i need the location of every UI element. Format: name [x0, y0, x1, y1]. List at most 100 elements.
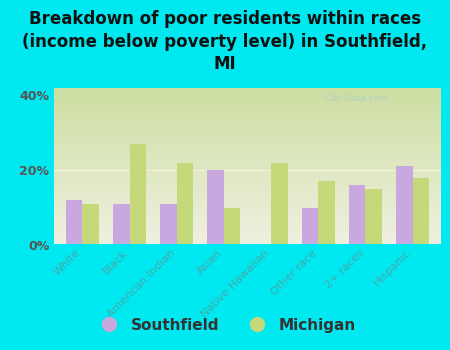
Bar — [54, 145, 441, 146]
Bar — [54, 102, 441, 103]
Bar — [54, 107, 441, 108]
Bar — [224, 208, 240, 245]
Bar — [54, 159, 441, 160]
Bar — [54, 233, 441, 234]
Bar — [54, 124, 441, 125]
Bar — [54, 201, 441, 202]
Bar — [54, 154, 441, 155]
Bar — [54, 114, 441, 115]
Bar — [54, 242, 441, 243]
Bar — [54, 231, 441, 232]
Bar — [54, 94, 441, 95]
Bar — [54, 99, 441, 100]
Bar — [54, 149, 441, 150]
Bar — [54, 193, 441, 194]
Bar — [54, 224, 441, 225]
Bar — [54, 171, 441, 172]
Bar — [318, 181, 335, 245]
Bar — [54, 211, 441, 212]
Bar — [54, 109, 441, 110]
Bar — [54, 228, 441, 229]
Bar — [54, 163, 441, 164]
Bar — [54, 151, 441, 152]
Bar — [54, 115, 441, 116]
Bar — [54, 91, 441, 92]
Bar — [54, 96, 441, 97]
Text: Breakdown of poor residents within races
(income below poverty level) in Southfi: Breakdown of poor residents within races… — [22, 10, 427, 73]
Bar — [66, 200, 82, 245]
Bar — [54, 176, 441, 177]
Bar — [54, 183, 441, 184]
Bar — [54, 200, 441, 201]
Bar — [54, 136, 441, 137]
Bar — [54, 243, 441, 244]
Bar — [54, 237, 441, 238]
Bar — [54, 140, 441, 141]
Bar — [54, 120, 441, 121]
Bar — [54, 111, 441, 112]
Bar — [54, 123, 441, 124]
Bar — [54, 196, 441, 197]
Bar — [54, 126, 441, 127]
Bar — [54, 100, 441, 101]
Bar — [54, 220, 441, 222]
Bar — [54, 94, 441, 95]
Bar — [54, 152, 441, 153]
Bar — [54, 142, 441, 143]
Bar — [54, 190, 441, 191]
Bar — [54, 92, 441, 93]
Bar — [54, 127, 441, 128]
Bar — [54, 173, 441, 174]
Bar — [54, 90, 441, 91]
Bar — [54, 178, 441, 179]
Bar — [54, 146, 441, 147]
Bar — [54, 195, 441, 196]
Bar — [54, 156, 441, 157]
Bar — [54, 174, 441, 175]
Bar — [413, 177, 429, 245]
Bar — [54, 121, 441, 122]
Legend: Southfield, Michigan: Southfield, Michigan — [88, 312, 362, 339]
Bar — [54, 202, 441, 203]
Bar — [54, 128, 441, 129]
Bar — [54, 135, 441, 136]
Bar — [54, 187, 441, 188]
Bar — [54, 105, 441, 106]
Bar — [54, 241, 441, 242]
Bar — [54, 216, 441, 217]
Bar — [54, 210, 441, 211]
Bar — [177, 162, 193, 245]
Bar — [54, 138, 441, 139]
Bar — [54, 139, 441, 140]
Bar — [113, 204, 130, 245]
Bar — [54, 232, 441, 233]
Bar — [302, 208, 318, 245]
Bar — [54, 240, 441, 241]
Bar — [54, 166, 441, 167]
Bar — [54, 88, 441, 89]
Bar — [54, 108, 441, 109]
Bar — [54, 177, 441, 178]
Bar — [54, 222, 441, 223]
Bar — [54, 179, 441, 180]
Bar — [54, 164, 441, 165]
Bar — [54, 160, 441, 161]
Bar — [54, 158, 441, 159]
Bar — [54, 206, 441, 207]
Bar — [54, 198, 441, 199]
Bar — [54, 235, 441, 236]
Bar — [54, 238, 441, 239]
Bar — [54, 116, 441, 117]
Bar — [54, 162, 441, 163]
Bar — [54, 106, 441, 107]
Bar — [54, 141, 441, 142]
Bar — [54, 175, 441, 176]
Bar — [54, 186, 441, 187]
Bar — [54, 239, 441, 240]
Bar — [54, 130, 441, 131]
Bar — [54, 229, 441, 230]
Bar — [54, 147, 441, 148]
Bar — [54, 207, 441, 208]
Bar — [54, 93, 441, 94]
Bar — [54, 148, 441, 149]
